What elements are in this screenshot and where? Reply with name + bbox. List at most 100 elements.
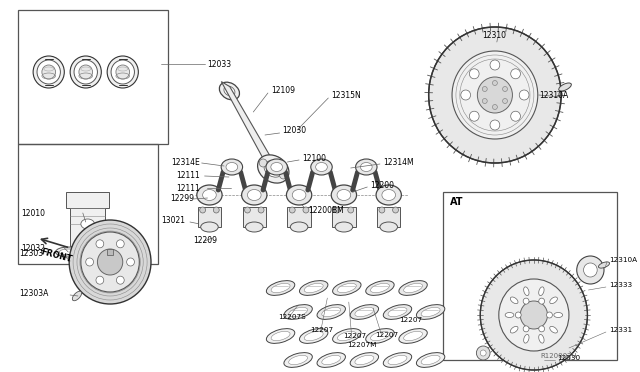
Ellipse shape <box>376 185 401 205</box>
Circle shape <box>200 207 205 213</box>
Ellipse shape <box>365 280 394 295</box>
Bar <box>67 192 109 208</box>
Text: 12207: 12207 <box>399 317 422 323</box>
Ellipse shape <box>316 163 327 171</box>
Ellipse shape <box>220 82 239 100</box>
Ellipse shape <box>598 262 609 268</box>
Circle shape <box>69 220 151 304</box>
Circle shape <box>96 276 104 284</box>
Ellipse shape <box>56 247 81 257</box>
Circle shape <box>476 346 490 360</box>
Text: R120002H: R120002H <box>541 353 577 359</box>
Ellipse shape <box>559 83 572 91</box>
Ellipse shape <box>524 287 529 296</box>
Ellipse shape <box>539 334 544 343</box>
Ellipse shape <box>291 222 308 232</box>
Circle shape <box>483 87 487 92</box>
Ellipse shape <box>510 326 518 333</box>
Circle shape <box>33 56 64 88</box>
Bar <box>332 207 356 227</box>
Ellipse shape <box>505 312 514 317</box>
Ellipse shape <box>304 331 323 341</box>
Circle shape <box>70 56 101 88</box>
Ellipse shape <box>365 328 394 343</box>
Ellipse shape <box>399 280 428 295</box>
Circle shape <box>490 120 500 130</box>
Ellipse shape <box>266 159 287 175</box>
Ellipse shape <box>383 305 412 320</box>
Ellipse shape <box>196 185 222 205</box>
Ellipse shape <box>224 86 235 96</box>
Ellipse shape <box>322 307 340 317</box>
Circle shape <box>244 207 250 213</box>
Text: 13021: 13021 <box>161 215 185 224</box>
Circle shape <box>213 207 219 213</box>
Circle shape <box>116 65 129 79</box>
Text: 12310: 12310 <box>482 31 506 39</box>
Ellipse shape <box>271 163 282 171</box>
Text: 12207S: 12207S <box>278 314 307 320</box>
Text: 12032: 12032 <box>21 244 45 253</box>
Ellipse shape <box>360 163 372 171</box>
Circle shape <box>519 90 529 100</box>
Ellipse shape <box>335 222 353 232</box>
Text: 12010: 12010 <box>21 208 45 218</box>
Circle shape <box>74 60 97 84</box>
Circle shape <box>303 207 309 213</box>
Circle shape <box>492 105 497 109</box>
Circle shape <box>520 301 547 329</box>
Ellipse shape <box>300 280 328 295</box>
Ellipse shape <box>322 355 340 365</box>
Circle shape <box>258 207 264 213</box>
Circle shape <box>379 207 385 213</box>
Ellipse shape <box>332 185 356 205</box>
Ellipse shape <box>221 159 243 175</box>
Text: 12310A: 12310A <box>539 90 568 99</box>
Circle shape <box>96 240 104 248</box>
Text: 12207: 12207 <box>375 332 398 338</box>
Circle shape <box>127 258 134 266</box>
Ellipse shape <box>371 283 389 293</box>
Ellipse shape <box>421 355 440 365</box>
Circle shape <box>480 260 588 370</box>
Circle shape <box>37 60 60 84</box>
Text: 12100: 12100 <box>302 154 326 163</box>
Text: 12209: 12209 <box>193 235 217 244</box>
Text: 12111: 12111 <box>177 183 200 192</box>
Text: 12033: 12033 <box>207 60 232 68</box>
Circle shape <box>523 326 529 332</box>
Ellipse shape <box>350 353 379 368</box>
Circle shape <box>81 232 140 292</box>
Circle shape <box>502 87 508 92</box>
Text: 12303A: 12303A <box>19 289 49 298</box>
Ellipse shape <box>417 353 445 368</box>
Ellipse shape <box>383 353 412 368</box>
Text: 12200: 12200 <box>370 180 394 189</box>
Circle shape <box>469 111 479 121</box>
Ellipse shape <box>388 307 407 317</box>
Ellipse shape <box>271 283 290 293</box>
Ellipse shape <box>257 155 289 183</box>
Ellipse shape <box>60 249 77 255</box>
Text: 12315N: 12315N <box>332 90 361 99</box>
Ellipse shape <box>311 159 332 175</box>
Text: FRONT: FRONT <box>40 248 73 264</box>
Bar <box>243 207 266 227</box>
Text: 12207M: 12207M <box>347 342 376 348</box>
Bar <box>107 249 113 255</box>
Circle shape <box>107 56 138 88</box>
Ellipse shape <box>539 287 544 296</box>
Ellipse shape <box>289 355 308 365</box>
Text: 12030: 12030 <box>282 125 307 135</box>
Circle shape <box>539 298 545 304</box>
Circle shape <box>584 263 597 277</box>
Ellipse shape <box>388 355 407 365</box>
Text: 12109: 12109 <box>271 86 295 94</box>
Ellipse shape <box>421 307 440 317</box>
Circle shape <box>97 249 123 275</box>
Ellipse shape <box>550 297 557 304</box>
Text: 12331: 12331 <box>609 327 632 333</box>
Ellipse shape <box>371 331 389 341</box>
Bar <box>70 208 105 246</box>
Circle shape <box>480 350 486 356</box>
